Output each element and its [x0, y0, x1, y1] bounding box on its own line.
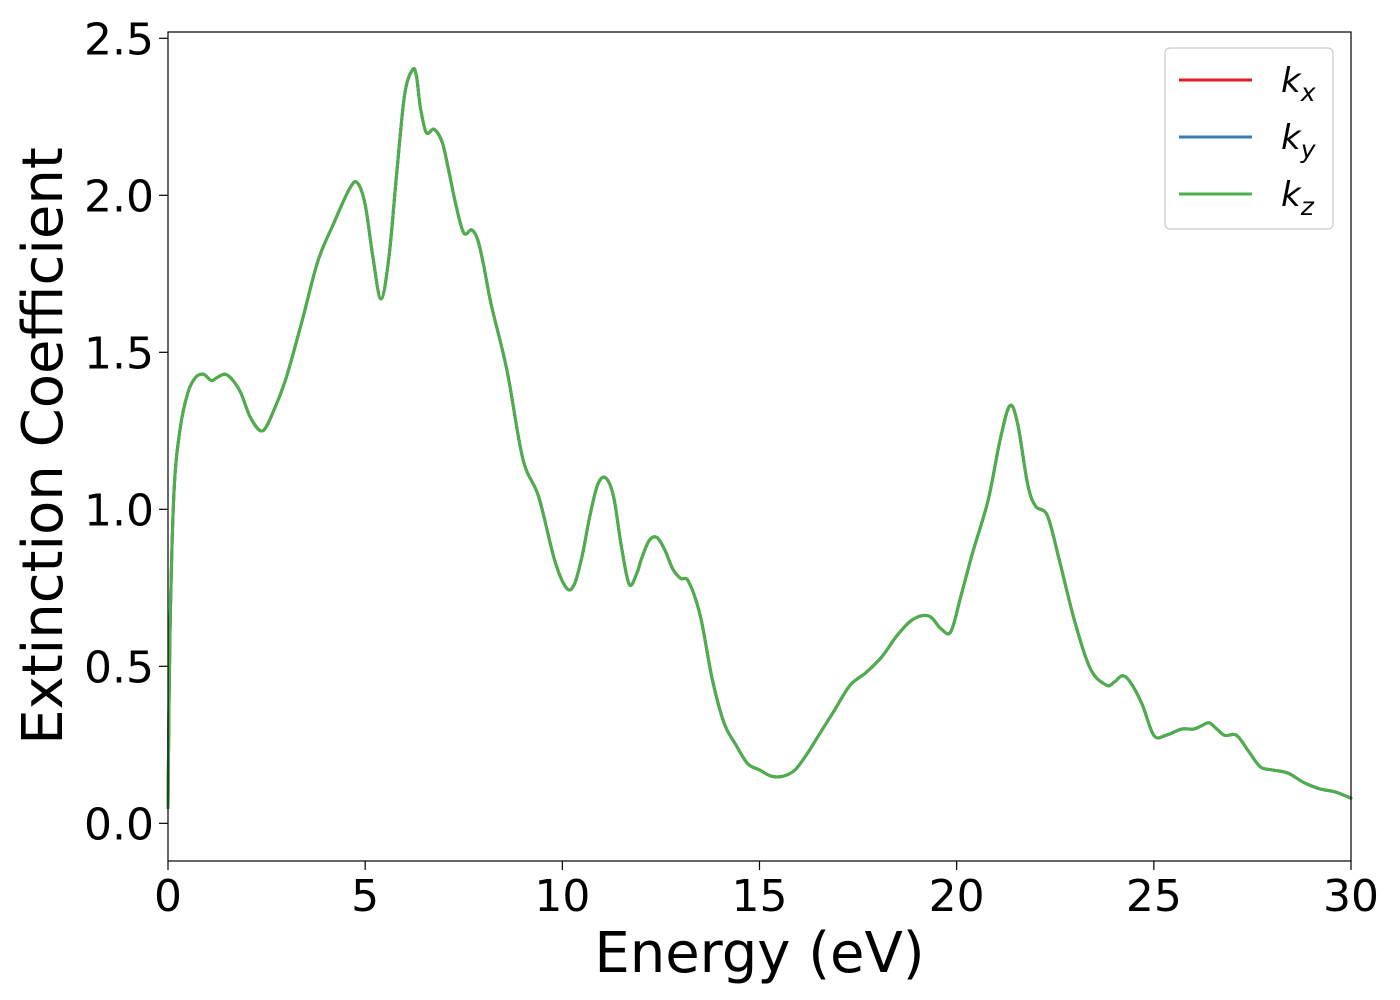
y-tick-label: 0.5 [84, 642, 154, 693]
y-axis-label: Extinction Coefficient [11, 147, 76, 745]
x-tick-label: 30 [1323, 871, 1379, 922]
x-tick-label: 0 [154, 871, 182, 922]
x-tick-label: 5 [351, 871, 379, 922]
x-axis: 0 5 10 15 20 25 30 [154, 861, 1379, 922]
y-tick-label: 2.5 [84, 14, 154, 65]
x-tick-label: 10 [534, 871, 590, 922]
x-axis-label: Energy (eV) [594, 921, 924, 986]
y-tick-label: 1.5 [84, 328, 154, 379]
legend-entry-label: ky [1281, 118, 1317, 164]
y-tick-label: 1.0 [84, 485, 154, 536]
series-layer [166, 66, 1353, 810]
y-tick-label: 2.0 [84, 171, 154, 222]
x-tick-label: 15 [732, 871, 788, 922]
y-axis: 0.0 0.5 1.0 1.5 2.0 2.5 [84, 14, 168, 850]
y-tick-label: 0.0 [84, 799, 154, 850]
legend-entry-label: kx [1281, 61, 1316, 107]
x-tick-label: 20 [929, 871, 985, 922]
legend: kx ky kz [1164, 47, 1334, 230]
x-tick-label: 25 [1126, 871, 1182, 922]
series-line-kz [166, 66, 1353, 810]
legend-entry-label: kz [1281, 175, 1315, 221]
